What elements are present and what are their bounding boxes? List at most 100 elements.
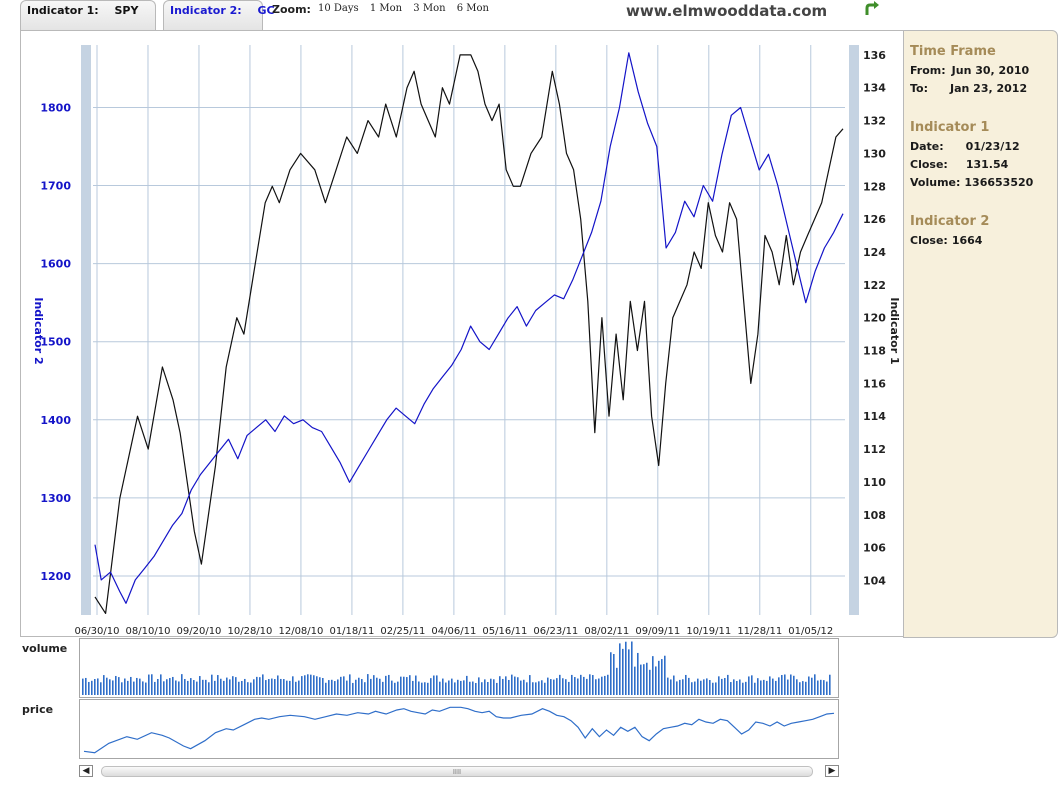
left-tick-label: 1200 — [40, 570, 71, 583]
volume-bar — [592, 675, 594, 695]
zoom-3-month-button[interactable]: 3 Mon — [413, 3, 446, 14]
volume-bar — [169, 678, 171, 695]
volume-bar — [82, 678, 84, 695]
zoom-1-month-button[interactable]: 1 Mon — [369, 3, 403, 14]
price-navigator[interactable] — [79, 699, 839, 759]
volume-bar — [799, 682, 801, 695]
volume-bar — [295, 681, 297, 695]
volume-bar — [283, 679, 285, 695]
series-line-indicator-1 — [94, 54, 844, 614]
left-axis-title: Indicator 2 — [32, 297, 45, 364]
volume-bar — [130, 676, 132, 695]
volume-bar — [517, 677, 519, 695]
volume-bar — [409, 675, 411, 695]
volume-bar — [550, 679, 552, 695]
scroll-thumb[interactable]: IIII — [101, 766, 813, 777]
volume-bar — [505, 676, 507, 695]
volume-bar — [298, 680, 300, 695]
volume-bar — [247, 682, 249, 695]
volume-bar — [148, 674, 150, 695]
volume-bar — [538, 681, 540, 695]
volume-bar — [268, 679, 270, 695]
volume-bar — [820, 679, 822, 695]
zoom-6-month-button[interactable]: 6 Mon — [456, 3, 489, 14]
volume-bar — [445, 682, 447, 695]
volume-bar — [649, 669, 651, 695]
volume-bar — [448, 680, 450, 695]
volume-bar — [187, 680, 189, 695]
tab-indicator-1[interactable]: Indicator 1: SPY — [20, 0, 156, 30]
volume-bar — [217, 675, 219, 695]
volume-bar — [484, 679, 486, 695]
swap-arrow-icon[interactable] — [864, 0, 880, 18]
volume-bar — [583, 676, 585, 695]
volume-bar — [577, 678, 579, 695]
right-axis-title: Indicator 1 — [888, 297, 901, 364]
volume-bar — [631, 641, 633, 695]
right-tick-label: 126 — [863, 213, 886, 226]
volume-bar — [553, 679, 555, 695]
volume-bar — [277, 675, 279, 695]
volume-bar — [373, 675, 375, 695]
volume-navigator[interactable] — [79, 638, 839, 698]
volume-bar — [487, 682, 489, 695]
volume-bar — [154, 681, 156, 695]
tab-indicator-2[interactable]: Indicator 2: GC — [163, 0, 275, 30]
volume-bar — [118, 677, 120, 695]
volume-bar — [514, 676, 516, 695]
volume-bar — [196, 681, 198, 695]
volume-bar — [139, 678, 141, 695]
volume-bar — [256, 676, 258, 695]
volume-bar — [589, 674, 591, 695]
volume-bar — [220, 678, 222, 695]
from-value: Jun 30, 2010 — [951, 64, 1030, 77]
volume-bar — [511, 674, 513, 695]
volume-bar — [682, 679, 684, 695]
volume-bar — [739, 679, 741, 695]
volume-bar — [397, 681, 399, 695]
volume-bar — [757, 678, 759, 695]
close-label: Close: — [910, 158, 948, 171]
volume-bar — [310, 674, 312, 695]
volume-bar — [520, 680, 522, 695]
volume-bar — [766, 680, 768, 695]
volume-bar — [490, 678, 492, 695]
volume-bar — [325, 682, 327, 695]
volume-bar — [349, 674, 351, 695]
volume-bar — [748, 676, 750, 695]
right-tick-label: 128 — [863, 180, 886, 193]
right-tick-label: 116 — [863, 377, 886, 390]
zoom-options: 10 Days 1 Mon 3 Mon 6 Mon — [318, 3, 497, 14]
navigator-scrollbar[interactable]: ◀ IIII ▶ — [79, 765, 839, 779]
volume-bar — [754, 682, 756, 695]
volume-bar — [244, 678, 246, 695]
volume-bar — [544, 682, 546, 695]
volume-bar — [406, 677, 408, 695]
volume-bar — [745, 681, 747, 695]
volume-bar — [235, 677, 237, 695]
volume-bar — [301, 676, 303, 695]
volume-bar — [529, 675, 531, 695]
right-tick-label: 104 — [863, 575, 886, 588]
site-name: www.elmwooddata.com — [626, 2, 828, 20]
volume-bar — [787, 679, 789, 695]
volume-value: 136653520 — [964, 176, 1034, 189]
volume-bar — [232, 676, 234, 695]
volume-bar — [85, 677, 87, 695]
left-tick-label: 1400 — [40, 414, 71, 427]
scroll-right-button[interactable]: ▶ — [825, 765, 839, 777]
main-chart[interactable]: 1200 1300 1400 1500 1600 1700 1800 104 106 108 110… — [21, 31, 904, 637]
x-tick-label: 01/18/11 — [329, 626, 374, 637]
zoom-10-days-button[interactable]: 10 Days — [318, 3, 359, 14]
volume-bar — [805, 681, 807, 695]
left-tick-label: 1800 — [40, 101, 71, 114]
x-tick-label: 09/09/11 — [635, 626, 680, 637]
scroll-left-button[interactable]: ◀ — [79, 765, 93, 777]
indicator-2-title: Indicator 2 — [910, 214, 990, 229]
x-tick-label: 10/28/10 — [227, 626, 272, 637]
volume-bar — [760, 680, 762, 695]
volume-bar — [625, 641, 627, 695]
volume-bar — [775, 680, 777, 695]
volume-bar — [670, 679, 672, 695]
volume-bar — [166, 679, 168, 695]
